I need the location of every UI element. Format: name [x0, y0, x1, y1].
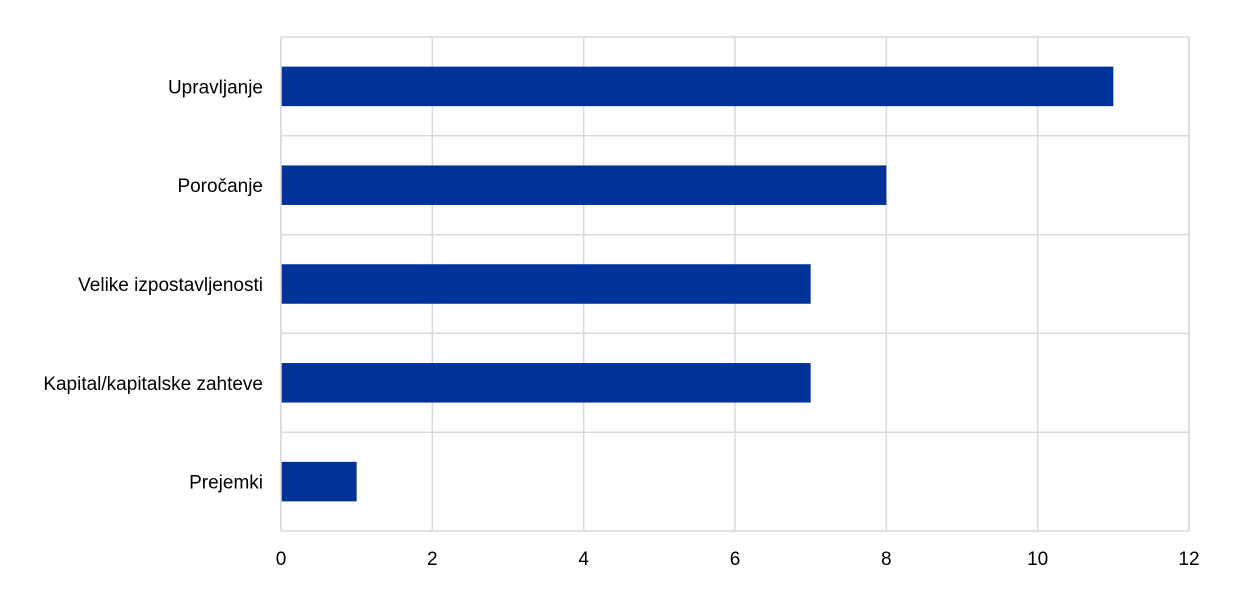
bar: [281, 66, 1114, 107]
bar: [281, 461, 357, 502]
axis-layer: [280, 37, 1189, 532]
category-label: Velike izpostavljenosti: [78, 275, 263, 296]
x-tick-label: 10: [1027, 549, 1048, 570]
label-layer: 0 2 4 6 8 10 12 Upravljanje Poročanje Velike izpo…: [43, 77, 1199, 570]
category-label: Upravljanje: [168, 77, 263, 98]
category-label: Poročanje: [177, 176, 263, 197]
x-tick-label: 12: [1178, 549, 1199, 570]
x-tick-label: 6: [730, 549, 741, 570]
x-tick-label: 2: [427, 549, 438, 570]
bar: [281, 264, 811, 304]
x-tick-label: 0: [276, 549, 287, 570]
bar-layer: [281, 66, 1114, 502]
category-label: Kapital/kapitalske zahteve: [43, 374, 263, 395]
x-tick-label: 8: [881, 549, 892, 570]
category-label: Prejemki: [189, 473, 263, 494]
bar: [281, 165, 887, 205]
bar: [281, 363, 811, 403]
x-tick-label: 4: [578, 549, 589, 570]
